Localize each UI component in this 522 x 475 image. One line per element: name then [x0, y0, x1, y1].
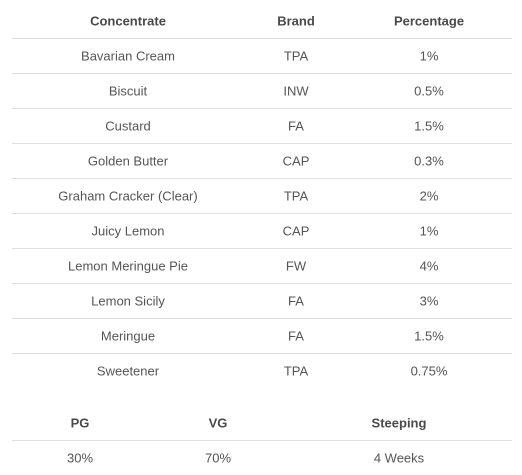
summary-cell: 4 Weeks: [373, 450, 425, 466]
summary-header: VG: [208, 415, 228, 431]
row-divider: [12, 38, 512, 39]
summary-cell: 30%: [66, 450, 94, 466]
table-cell: Golden Butter: [87, 153, 169, 169]
table-cell: CAP: [282, 153, 310, 169]
table-cell: TPA: [283, 188, 309, 204]
table-cell: FW: [285, 258, 307, 274]
table-cell: 0.5%: [414, 83, 444, 99]
table-cell: Bavarian Cream: [81, 48, 175, 64]
table-cell: 0.3%: [414, 153, 444, 169]
row-divider: [12, 440, 512, 441]
table-cell: FA: [288, 118, 304, 134]
table-cell: Custard: [105, 118, 151, 134]
row-divider: [12, 143, 512, 144]
table-cell: FA: [288, 328, 304, 344]
table-cell: TPA: [283, 48, 309, 64]
row-divider: [12, 73, 512, 74]
table-cell: 0.75%: [410, 363, 448, 379]
table-cell: 3%: [419, 293, 439, 309]
table-cell: Lemon Sicily: [91, 293, 165, 309]
table-cell: TPA: [283, 363, 309, 379]
column-header: Percentage: [393, 13, 465, 29]
row-divider: [12, 108, 512, 109]
table-cell: Meringue: [100, 328, 156, 344]
table-cell: 1%: [419, 223, 439, 239]
summary-header: PG: [70, 415, 90, 431]
summary-cell: 70%: [204, 450, 232, 466]
summary-header: Steeping: [371, 415, 427, 431]
table-cell: 4%: [419, 258, 439, 274]
table-cell: Graham Cracker (Clear): [58, 188, 198, 204]
table-cell: Lemon Meringue Pie: [68, 258, 188, 274]
table-cell: Biscuit: [108, 83, 148, 99]
row-divider: [12, 248, 512, 249]
column-header: Brand: [277, 13, 315, 29]
table-cell: FA: [288, 293, 304, 309]
table-cell: 1.5%: [414, 328, 444, 344]
column-header: Concentrate: [90, 13, 166, 29]
row-divider: [12, 213, 512, 214]
table-cell: 2%: [419, 188, 439, 204]
table-cell: 1%: [419, 48, 439, 64]
table-cell: Juicy Lemon: [91, 223, 165, 239]
row-divider: [12, 353, 512, 354]
row-divider: [12, 318, 512, 319]
table-cell: Sweetener: [96, 363, 160, 379]
row-divider: [12, 283, 512, 284]
table-cell: 1.5%: [414, 118, 444, 134]
table-cell: INW: [283, 83, 309, 99]
row-divider: [12, 178, 512, 179]
table-cell: CAP: [282, 223, 310, 239]
